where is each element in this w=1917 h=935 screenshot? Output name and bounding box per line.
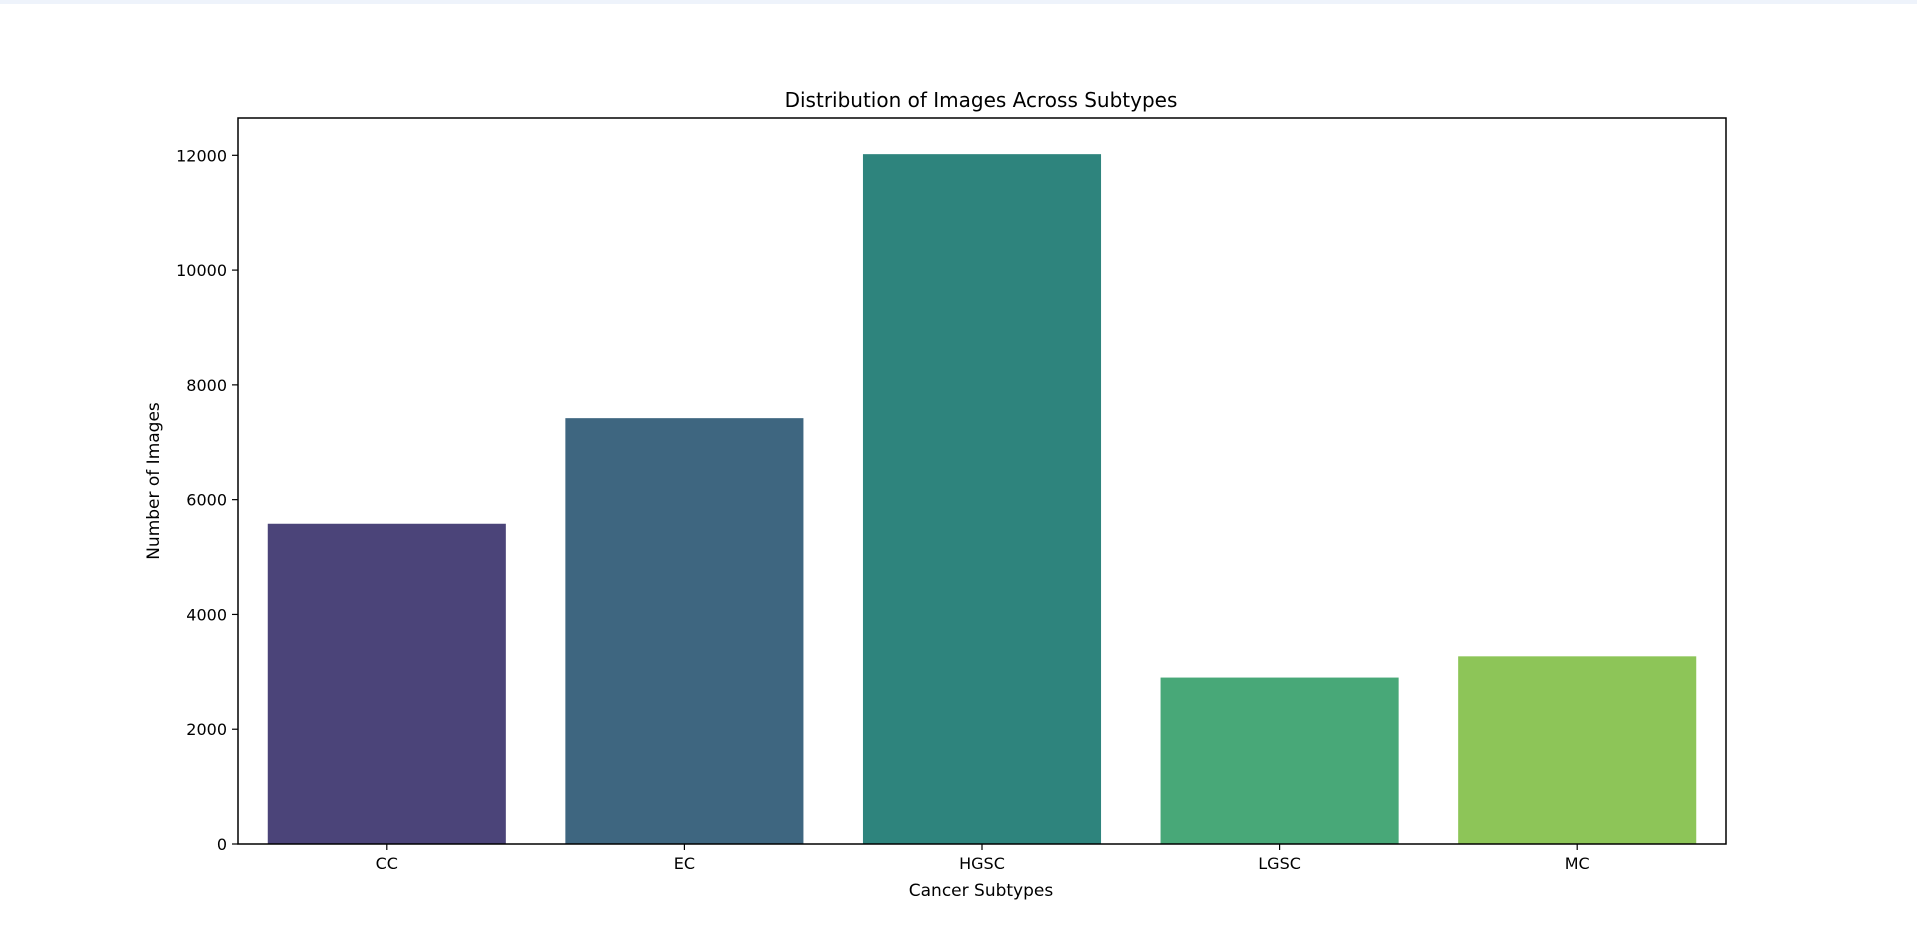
- y-tick-label: 0: [217, 835, 227, 854]
- y-tick-label: 12000: [176, 146, 227, 165]
- y-tick-label: 2000: [186, 720, 227, 739]
- bar-hgsc: [862, 154, 1102, 845]
- bars-group: [267, 154, 1697, 845]
- bar-mc: [1458, 656, 1697, 844]
- x-tick-label: HGSC: [959, 854, 1005, 873]
- y-axis-label: Number of Images: [144, 402, 164, 560]
- chart-title: Distribution of Images Across Subtypes: [785, 88, 1178, 112]
- x-axis: CC EC HGSC LGSC MC: [376, 844, 1590, 873]
- y-tick-label: 4000: [186, 605, 227, 624]
- bar-lgsc: [1160, 677, 1399, 844]
- y-axis: 0 2000 4000 6000 8000 10000 12000: [176, 146, 238, 854]
- y-tick-label: 6000: [186, 491, 227, 510]
- x-axis-label: Cancer Subtypes: [909, 881, 1054, 901]
- window-top-strip: [0, 0, 1917, 4]
- bar-ec: [565, 418, 804, 844]
- y-tick-label: 8000: [186, 376, 227, 395]
- x-tick-label: CC: [376, 854, 398, 873]
- bar-cc: [267, 523, 506, 844]
- x-tick-label: EC: [674, 854, 695, 873]
- x-tick-label: MC: [1565, 854, 1590, 873]
- x-tick-label: LGSC: [1258, 854, 1301, 873]
- y-tick-label: 10000: [176, 261, 227, 280]
